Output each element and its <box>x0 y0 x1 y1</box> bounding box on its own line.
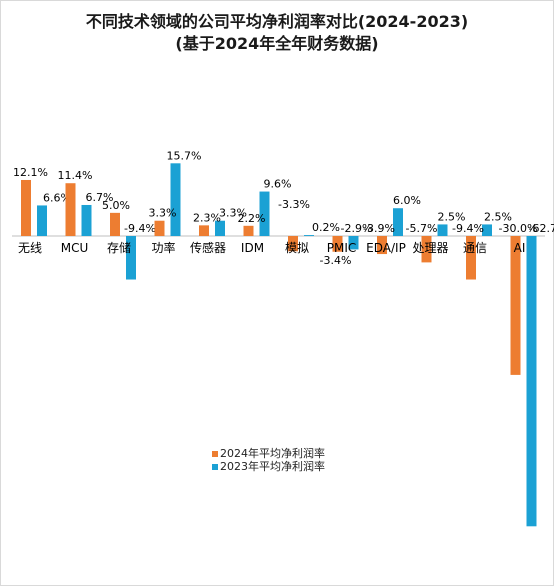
bar-2024-5 <box>243 225 254 236</box>
data-label-2024-4: 2.3% <box>193 211 221 224</box>
category-label-5: IDM <box>241 241 264 255</box>
data-label-2024-7: -3.4% <box>320 254 352 267</box>
bar-2024-1 <box>65 183 76 236</box>
bar-2023-9 <box>437 224 448 236</box>
data-label-2023-0: 6.6% <box>43 191 71 204</box>
category-label-1: MCU <box>61 241 89 255</box>
data-label-2024-11: -30.0% <box>499 222 538 235</box>
category-label-8: EDA/IP <box>366 241 406 255</box>
bar-2023-0 <box>37 205 47 236</box>
category-label-2: 存储 <box>107 240 131 255</box>
bar-2024-10 <box>466 236 476 280</box>
bar-2024-0 <box>21 179 31 236</box>
category-label-11: AI <box>514 241 526 255</box>
bar-2024-6 <box>288 236 298 252</box>
bar-2023-2 <box>126 236 136 280</box>
bar-2024-4 <box>199 225 209 236</box>
chart-subtitle: (基于2024年全年财务数据) <box>175 34 379 53</box>
bar-2023-8 <box>393 208 403 236</box>
data-label-2024-1: 11.4% <box>58 169 93 182</box>
category-label-4: 传感器 <box>190 240 226 255</box>
bar-2023-6 <box>304 235 314 236</box>
bar-2023-10 <box>482 224 492 236</box>
legend-item-2023: 2023年平均净利润率 <box>212 460 325 473</box>
bar-2023-5 <box>259 191 270 236</box>
bar-2023-3 <box>170 163 181 236</box>
data-label-2024-8: -3.9% <box>363 222 395 235</box>
bar-2024-9 <box>421 236 432 263</box>
bar-2024-2 <box>110 212 120 236</box>
bar-2024-7 <box>332 236 343 252</box>
category-label-6: 模拟 <box>285 241 309 255</box>
data-label-2023-7: -2.9% <box>341 222 373 235</box>
category-label-3: 功率 <box>151 240 175 255</box>
category-label-9: 处理器 <box>412 241 448 255</box>
data-label-2023-4: 3.3% <box>219 207 247 220</box>
bar-2023-4 <box>215 220 225 236</box>
bar-2024-8 <box>377 236 387 255</box>
data-label-2023-11: -62.7% <box>529 222 554 235</box>
category-label-0: 无线 <box>18 241 42 255</box>
bar-2023-11 <box>526 236 537 527</box>
chart-title: 不同技术领域的公司平均净利润率对比(2024-2023) <box>85 12 469 31</box>
data-label-2024-3: 3.3% <box>149 207 177 220</box>
bar-2024-3 <box>154 220 165 236</box>
data-label-2023-3: 15.7% <box>167 149 202 162</box>
bar-2023-7 <box>348 236 359 250</box>
data-label-2023-5: 9.6% <box>264 178 292 191</box>
data-label-2024-10: -9.4% <box>452 222 484 235</box>
data-label-2023-9: 2.5% <box>438 210 466 223</box>
data-label-2024-9: -5.7% <box>406 222 438 235</box>
legend-item-2024: 2024年平均净利润率 <box>212 447 325 460</box>
data-label-2024-5: 2.2% <box>238 212 266 225</box>
legend-label-2024: 2024年平均净利润率 <box>220 447 325 460</box>
data-label-2024-0: 12.1% <box>13 166 48 179</box>
legend-swatch-2023 <box>212 463 218 470</box>
data-label-2023-6: 0.2% <box>312 221 340 234</box>
legend: 2024年平均净利润率 2023年平均净利润率 <box>212 447 325 473</box>
data-label-2024-6: -3.3% <box>278 198 310 211</box>
bar-2023-1 <box>81 204 92 236</box>
category-label-7: PMIC <box>327 241 357 255</box>
category-label-10: 通信 <box>463 241 487 255</box>
data-label-2023-2: -9.4% <box>124 222 156 235</box>
data-label-2024-2: 5.0% <box>102 199 130 212</box>
data-label-2023-8: 6.0% <box>393 194 421 207</box>
data-label-2023-10: 2.5% <box>484 210 512 223</box>
bar-2024-11 <box>510 236 521 375</box>
legend-label-2023: 2023年平均净利润率 <box>220 460 325 473</box>
legend-swatch-2024 <box>212 450 218 457</box>
data-label-2023-1: 6.7% <box>86 191 114 204</box>
